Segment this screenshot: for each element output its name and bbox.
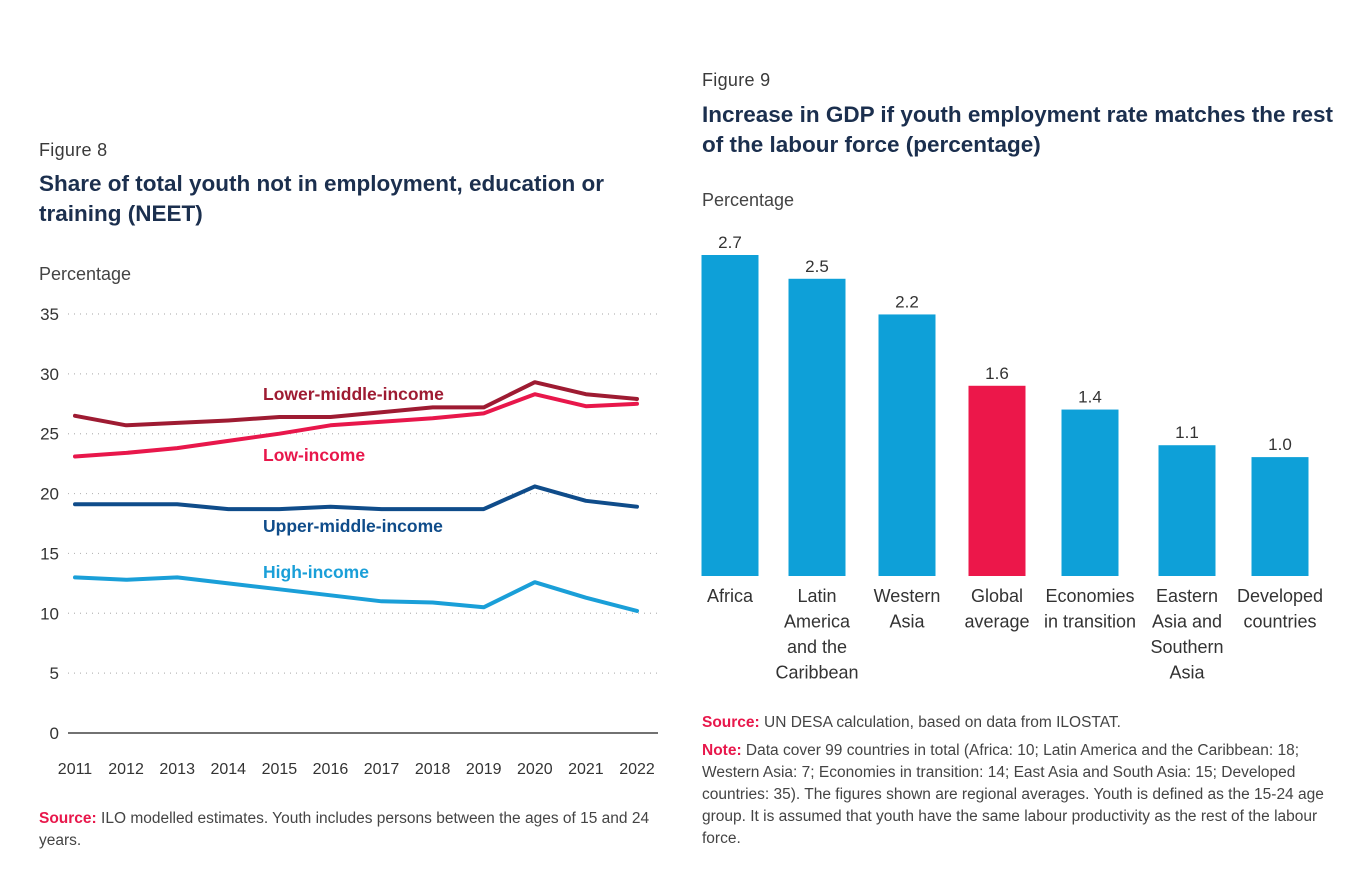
figure-9-title: Increase in GDP if youth employment rate… <box>702 102 1334 157</box>
figure-8-source-label: Source: <box>39 810 97 827</box>
bar-economies-in-transition <box>1061 409 1119 576</box>
series-line-high-income <box>73 575 639 613</box>
x-tick-2022: 2022 <box>619 761 655 778</box>
x-tick-2011: 2011 <box>58 761 93 778</box>
y-tick-35: 35 <box>40 305 59 324</box>
bar-western-asia <box>878 314 936 576</box>
value-label-economies-in-transition: 1.4 <box>1078 388 1102 407</box>
x-tick-2021: 2021 <box>568 761 604 778</box>
figure-9-source-label: Source: <box>702 714 760 731</box>
y-tick-10: 10 <box>40 604 59 623</box>
x-tick-2017: 2017 <box>364 761 400 778</box>
series-line-low-income <box>73 392 639 459</box>
value-label-global-average: 1.6 <box>985 364 1009 383</box>
category-label-developed-countries: Developed countries <box>1237 586 1323 632</box>
category-label-western-asia: Western Asia <box>874 586 941 632</box>
series-label-upper-middle-income: Upper-middle-income <box>263 516 443 536</box>
bar-africa <box>701 255 759 576</box>
category-label-economies-in-transition: Economies in transition <box>1044 586 1136 632</box>
bar-global-average <box>968 385 1026 576</box>
bar-developed-countries <box>1251 457 1309 576</box>
y-tick-20: 20 <box>40 485 59 504</box>
series-line-lower-middle-income <box>73 380 639 428</box>
y-tick-0: 0 <box>50 724 59 743</box>
figure-9-note: Note: Data cover 99 countries in total (… <box>702 740 1337 850</box>
category-label-latin-america-and-the-caribbean: Latin America and the Caribbean <box>775 586 858 683</box>
figure-9-note-text: Data cover 99 countries in total (Africa… <box>702 742 1324 847</box>
gdp-bar-chart: 2.7 Africa 2.5 Latin America and the Caribbean… <box>701 233 1323 683</box>
neet-line-chart: 0 5 10 15 20 25 30 35 2011 2012 2013 2014 2015 2016 20… <box>40 305 658 778</box>
category-label-africa: Africa <box>707 586 754 606</box>
figure-9-ylabel: Percentage <box>702 190 795 210</box>
y-tick-25: 25 <box>40 425 59 444</box>
value-label-africa: 2.7 <box>718 233 742 252</box>
figure-8-source: Source: ILO modelled estimates. Youth in… <box>39 808 659 852</box>
value-label-latin-america-and-the-caribbean: 2.5 <box>805 257 829 276</box>
x-tick-2019: 2019 <box>466 761 502 778</box>
series-line-upper-middle-income <box>73 484 639 512</box>
bar-latin-america-and-the-caribbean <box>788 278 846 576</box>
x-tick-2018: 2018 <box>415 761 451 778</box>
figure-9-note-label: Note: <box>702 742 742 759</box>
figure-9-source-text: UN DESA calculation, based on data from … <box>759 714 1121 731</box>
figure-8-ylabel: Percentage <box>39 264 132 284</box>
value-label-eastern-asia-and-southern-asia: 1.1 <box>1175 423 1199 442</box>
x-tick-2014: 2014 <box>210 761 246 778</box>
y-tick-5: 5 <box>50 664 59 683</box>
value-label-developed-countries: 1.0 <box>1268 435 1292 454</box>
x-tick-2015: 2015 <box>262 761 298 778</box>
category-label-global-average: Global average <box>964 586 1029 632</box>
value-label-western-asia: 2.2 <box>895 292 919 311</box>
category-label-eastern-asia-and-southern-asia: Eastern Asia and Southern Asia <box>1150 586 1223 683</box>
series-label-low-income: Low-income <box>263 445 365 465</box>
x-tick-2013: 2013 <box>159 761 195 778</box>
figure-9-source: Source: UN DESA calculation, based on da… <box>702 712 1337 734</box>
x-tick-2012: 2012 <box>108 761 144 778</box>
figure-8-source-text: ILO modelled estimates. Youth includes p… <box>39 810 650 849</box>
figure-8-label: Figure 8 <box>39 140 108 160</box>
y-tick-30: 30 <box>40 365 59 384</box>
bar-eastern-asia-and-southern-asia <box>1158 445 1216 576</box>
figure-9-label: Figure 9 <box>702 70 771 90</box>
x-tick-2016: 2016 <box>313 761 349 778</box>
series-label-high-income: High-income <box>263 562 369 582</box>
series-label-lower-middle-income: Lower-middle-income <box>263 384 444 404</box>
figure-8-title: Share of total youth not in employment, … <box>39 171 605 226</box>
x-tick-2020: 2020 <box>517 761 553 778</box>
y-tick-15: 15 <box>40 544 59 563</box>
